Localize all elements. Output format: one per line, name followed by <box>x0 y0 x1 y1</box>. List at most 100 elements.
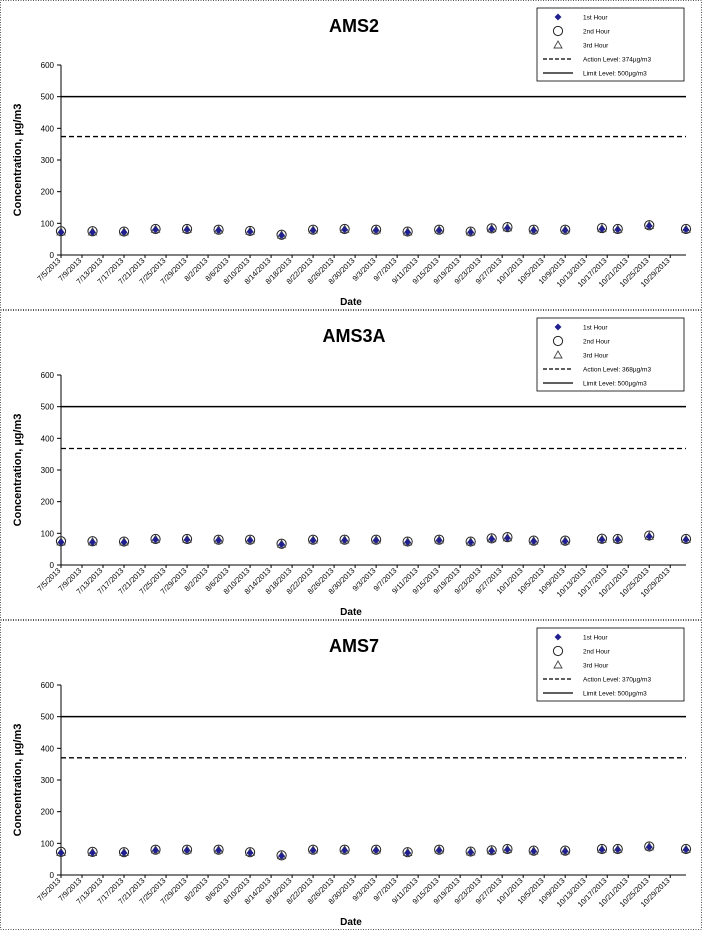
data-point-circle <box>371 224 382 235</box>
data-point-circle <box>276 850 287 861</box>
chart-panel-ams2: AMS2 0 100 200 300 400 500 600 7/5/2013 7/9/2013 7… <box>0 0 702 310</box>
data-point-diamond <box>598 225 606 233</box>
data-point-circle <box>644 841 655 852</box>
data-point-circle <box>276 229 287 240</box>
data-point-diamond <box>614 226 622 234</box>
y-tick-label: 300 <box>41 466 55 475</box>
data-point-diamond <box>503 224 511 232</box>
chart-panel-ams3a: AMS3A 0 100 200 300 400 500 600 7/5/2013 7/9/2013… <box>0 310 702 620</box>
x-axis-title: Date <box>340 917 362 928</box>
data-point-diamond <box>435 846 443 854</box>
y-tick-label: 500 <box>41 713 55 722</box>
y-tick-label: 0 <box>50 251 55 260</box>
data-point-diamond <box>503 534 511 542</box>
legend-label: 3rd Hour <box>583 43 609 50</box>
data-point-diamond <box>341 536 349 544</box>
data-point-circle <box>55 846 67 857</box>
data-point-diamond <box>561 847 569 855</box>
legend-box <box>536 317 685 392</box>
legend-marker-diamond <box>554 13 562 21</box>
data-point-circle <box>434 534 445 545</box>
x-axis-title: Date <box>340 297 362 308</box>
data-point-diamond <box>120 538 128 546</box>
data-point-circle <box>181 223 193 235</box>
data-point-diamond <box>614 536 622 544</box>
series-1st-hour <box>57 532 690 548</box>
data-point-diamond <box>561 226 569 234</box>
data-point-circle <box>465 846 476 857</box>
data-point-diamond <box>183 226 191 234</box>
data-point-circle <box>150 533 161 545</box>
data-point-circle <box>339 534 350 545</box>
data-point-circle <box>181 533 193 545</box>
data-point-circle <box>434 224 445 235</box>
data-point-circle <box>371 534 382 545</box>
data-point-circle <box>339 844 350 855</box>
data-point-circle <box>213 844 224 855</box>
data-point-circle <box>528 224 539 235</box>
data-point-circle <box>118 226 130 237</box>
data-point-diamond <box>120 849 128 857</box>
legend-marker-triangle <box>553 40 563 49</box>
y-tick-label: 600 <box>41 681 55 690</box>
legend-marker-circle <box>552 335 564 347</box>
y-axis-title: Concentration, µg/m3 <box>12 414 24 527</box>
data-point-circle <box>118 847 130 858</box>
data-point-circle <box>612 843 623 855</box>
data-point-circle <box>465 226 476 237</box>
y-tick-label: 500 <box>41 93 55 102</box>
series-2nd-hour <box>55 841 692 861</box>
legend-label: Action Level: 370µg/m3 <box>583 677 651 684</box>
data-point-circle <box>371 844 382 855</box>
legend-marker-triangle <box>553 660 563 669</box>
data-point-diamond <box>530 226 538 234</box>
data-point-diamond <box>309 536 317 544</box>
legend-box <box>536 7 685 82</box>
data-point-circle <box>465 536 476 547</box>
data-point-diamond <box>404 538 412 546</box>
data-point-diamond <box>530 847 538 855</box>
data-point-circle <box>560 224 571 235</box>
data-point-diamond <box>488 535 496 543</box>
y-tick-label: 200 <box>41 498 55 507</box>
legend-label: Action Level: 368µg/m3 <box>583 367 651 374</box>
data-point-circle <box>680 223 692 235</box>
legend-label: Limit Level: 500µg/m3 <box>583 381 647 388</box>
data-point-diamond <box>278 852 286 860</box>
data-point-circle <box>87 846 98 857</box>
data-point-circle <box>596 843 608 855</box>
legend-label: Limit Level: 500µg/m3 <box>583 691 647 698</box>
data-point-circle <box>596 222 608 234</box>
data-point-diamond <box>404 228 412 236</box>
data-point-diamond <box>682 846 690 854</box>
legend-marker-circle <box>552 25 564 37</box>
data-point-diamond <box>57 538 65 546</box>
data-point-circle <box>150 844 161 855</box>
data-point-circle <box>502 843 513 855</box>
y-tick-label: 200 <box>41 188 55 197</box>
data-point-diamond <box>309 846 317 854</box>
data-point-diamond <box>372 226 380 234</box>
data-point-circle <box>213 534 224 545</box>
data-point-diamond <box>488 847 496 855</box>
data-point-circle <box>118 536 130 547</box>
data-point-diamond <box>341 846 349 854</box>
data-point-circle <box>402 847 413 858</box>
data-point-diamond <box>246 536 254 544</box>
data-point-circle <box>612 223 623 235</box>
data-point-diamond <box>215 846 223 854</box>
data-point-diamond <box>561 537 569 545</box>
series-1st-hour <box>57 843 690 860</box>
data-point-diamond <box>682 536 690 544</box>
legend-label: Action Level: 374µg/m3 <box>583 57 651 64</box>
data-point-circle <box>502 222 513 233</box>
data-point-circle <box>244 225 256 237</box>
data-point-circle <box>339 223 350 235</box>
data-point-diamond <box>278 231 286 239</box>
data-point-circle <box>181 844 193 855</box>
legend-label: 2nd Hour <box>583 649 611 656</box>
chart-title: AMS3A <box>322 326 385 346</box>
data-point-circle <box>596 533 608 544</box>
y-tick-label: 200 <box>41 808 55 817</box>
